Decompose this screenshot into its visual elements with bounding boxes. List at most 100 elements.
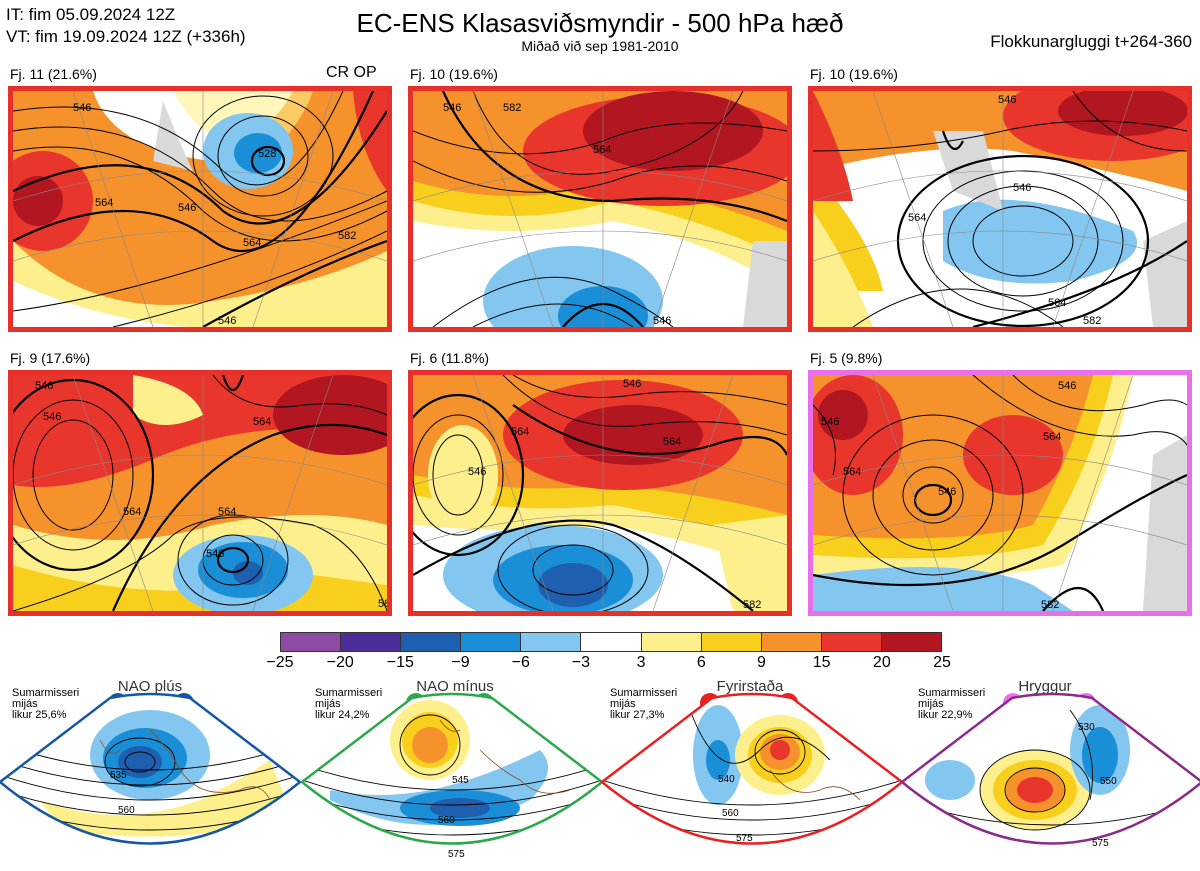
header-times: IT: fim 05.09.2024 12Z VT: fim 19.09.202…	[6, 4, 246, 48]
cluster-label: Fj. 6 (11.8%)	[410, 350, 490, 366]
regime-title: NAO mínus	[416, 678, 494, 695]
contour-label: 546	[623, 378, 641, 390]
colorbar-segment	[581, 633, 642, 651]
cluster-map: 546 546 564 564 546 564 582	[13, 375, 387, 611]
regime-title: Hryggur	[1018, 678, 1072, 695]
colorbar-segment	[281, 633, 342, 651]
cluster-label: Fj. 5 (9.8%)	[810, 350, 883, 366]
cluster-label: Fj. 10 (19.6%)	[810, 66, 898, 82]
colorbar-tick-label: 6	[696, 654, 706, 671]
colorbar-segment	[341, 633, 402, 651]
contour-label: 564	[95, 197, 113, 209]
colorbar-tick-label: −20	[326, 654, 354, 671]
contour-label: 564	[511, 426, 529, 438]
contour-label: 575	[736, 833, 753, 844]
page-title: EC-ENS Klasasviðsmyndir - 500 hPa hæð	[356, 8, 844, 38]
regime-frame	[0, 692, 303, 845]
regime-title: NAO plús	[117, 678, 183, 695]
cluster-map: 546 564 528 546 564 582 546	[13, 91, 387, 327]
contour-label: 546	[206, 548, 224, 560]
colorbar-tick-label: −6	[511, 654, 530, 671]
cluster-map-panel: 546 546 564 564 546 582	[808, 370, 1192, 616]
cluster-map: 564 546 546 582	[413, 91, 787, 327]
cluster-map-panel: 564 546 546 582	[408, 86, 792, 332]
regime-note: Sumarmisseri mijás likur 22,9%	[918, 687, 986, 721]
colorbar-segment	[401, 633, 462, 651]
contour-label: 550	[1100, 776, 1117, 787]
contour-label: 564	[843, 466, 861, 478]
contour-label: 546	[218, 315, 236, 327]
regime-note: Sumarmisseri mijás likur 27,3%	[610, 687, 678, 721]
contour-label: 582	[378, 598, 387, 610]
colorbar-segment	[761, 633, 822, 651]
regime-note: Sumarmisseri mijás likur 25,6%	[12, 687, 80, 721]
contour-label: 564	[1048, 297, 1066, 309]
contour-label: 546	[468, 466, 486, 478]
colorbar-segment	[881, 633, 942, 651]
contour-label: 528	[258, 148, 276, 160]
contour-label: 564	[663, 436, 681, 448]
contour-label: 546	[821, 416, 839, 428]
colorbar-tick-label: −25	[266, 654, 294, 671]
colorbar-segment	[521, 633, 582, 651]
valid-time: VT: fim 19.09.2024 12Z (+336h)	[6, 27, 246, 46]
contour-label: 564	[908, 212, 926, 224]
colorbar-segment	[701, 633, 762, 651]
contour-label: 546	[443, 102, 461, 114]
regime-frame	[899, 692, 1200, 845]
contour-label: 564	[218, 506, 236, 518]
contour-label: 546	[1013, 182, 1031, 194]
colorbar-tick-label: −15	[386, 654, 414, 671]
contour-label: 564	[1043, 431, 1061, 443]
classification-window: Flokkunargluggi t+264-360	[990, 32, 1192, 51]
regime-title: Fyrirstaða	[716, 678, 784, 695]
contour-label: 545	[452, 775, 469, 786]
colorbar-tick-label: −9	[451, 654, 470, 671]
colorbar-tick-label: 25	[933, 654, 951, 671]
page-subtitle: Miðað við sep 1981-2010	[521, 38, 679, 54]
contour-label: 546	[73, 102, 91, 114]
contour-label: 564	[593, 144, 611, 156]
contour-label: 546	[998, 94, 1016, 106]
contour-label: 546	[43, 411, 61, 423]
colorbar-tick-label: −3	[571, 654, 591, 671]
operational-marker: CR OP	[326, 64, 377, 81]
contour-label: 560	[722, 808, 739, 819]
colorbar-tick-label: 20	[872, 654, 891, 671]
issue-time: IT: fim 05.09.2024 12Z	[6, 5, 176, 24]
contour-label: 582	[338, 230, 356, 242]
cluster-map-panel: 546 546 564 564 582	[408, 370, 792, 616]
cluster-label: Fj. 11 (21.6%)	[10, 66, 97, 82]
cluster-map-panel: 546 546 564 564 546 564 582	[8, 370, 392, 616]
contour-label: 582	[503, 102, 521, 114]
regime-note: Sumarmisseri mijás likur 24,2%	[315, 687, 383, 721]
colorbar-segment	[821, 633, 882, 651]
regime-frame	[299, 692, 605, 845]
cluster-map-panel: 546 564 528 546 564 582 546	[8, 86, 392, 332]
regime-maps: 535 560 545 560 575 540 560 575 530 550 …	[0, 692, 1200, 860]
colorbar-tick-label: 9	[757, 654, 766, 671]
anomaly-colorbar	[280, 632, 942, 652]
contour-label: 564	[243, 237, 261, 249]
contour-label: 540	[718, 774, 735, 785]
contour-label: 575	[1092, 838, 1109, 849]
colorbar-segment	[641, 633, 702, 651]
contour-label: 582	[743, 599, 761, 611]
contour-label: 560	[438, 815, 455, 826]
contour-label: 564	[253, 416, 271, 428]
colorbar-tick-label: 3	[636, 654, 646, 671]
cluster-map: 546 546 564 564 582	[413, 375, 787, 611]
contour-label: 535	[110, 770, 127, 781]
contour-label: 575	[448, 849, 465, 860]
regime-frame	[599, 692, 905, 845]
contour-label: 582	[1041, 599, 1059, 611]
contour-label: 546	[938, 486, 956, 498]
contour-label: 560	[118, 805, 135, 816]
contour-label: 546	[35, 380, 53, 392]
contour-label: 546	[178, 202, 196, 214]
contour-label: 530	[1078, 722, 1095, 733]
contour-label: 546	[653, 315, 671, 327]
contour-label: 546	[1058, 380, 1076, 392]
contour-label: 582	[1083, 315, 1101, 327]
cluster-map-panel: 546 564 564 546 582	[808, 86, 1192, 332]
